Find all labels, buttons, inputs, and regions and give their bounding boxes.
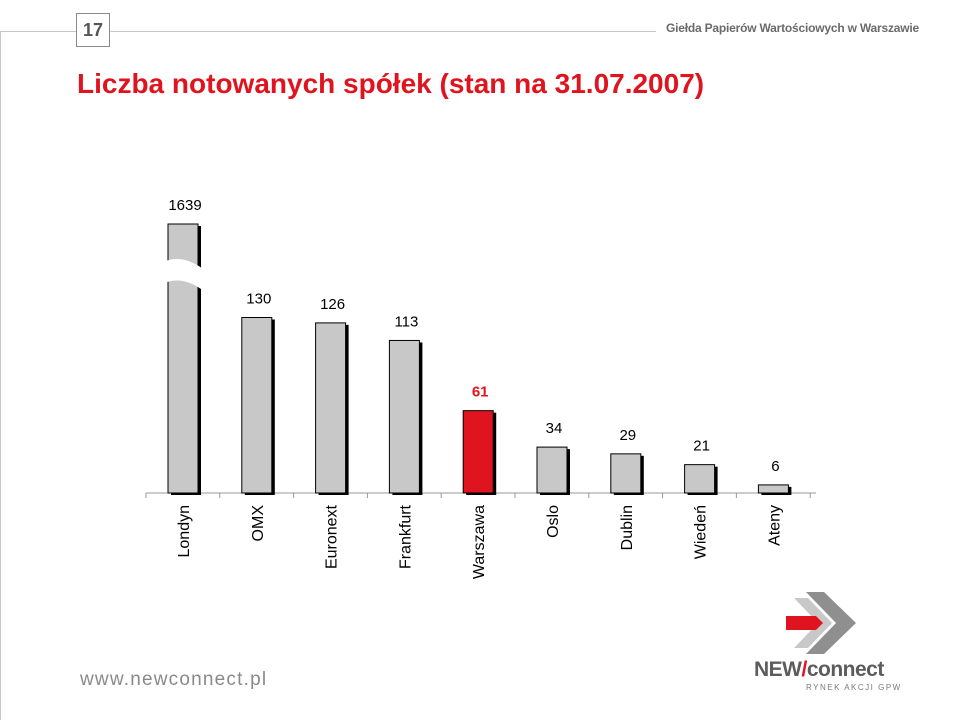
page-title: Liczba notowanych spółek (stan na 31.07.… (77, 68, 705, 99)
bar-group-6: 29 Dublin (610, 427, 644, 550)
slide-number: 17 (76, 13, 110, 47)
bar-group-4: 61 Warszawa (462, 384, 497, 579)
category-label: Oslo (545, 505, 562, 538)
data-label: 113 (394, 313, 418, 330)
bar-group-5: 34 Oslo (536, 420, 570, 538)
header-brand: Giełda Papierów Wartościowych w Warszawi… (666, 21, 919, 35)
top-rule (0, 31, 76, 32)
bar (536, 446, 568, 494)
data-label: 29 (619, 427, 636, 444)
logo-subtitle: RYNEK AKCJI GPW (806, 683, 902, 692)
axis-break-mark (164, 258, 204, 292)
footer-url[interactable]: www.newconnect.pl (80, 669, 268, 690)
category-label: Ateny (766, 505, 783, 546)
data-label: 130 (246, 291, 271, 308)
newconnect-logo-icon (786, 592, 856, 654)
bar (462, 410, 494, 494)
category-label: Euronext (324, 504, 341, 569)
data-label: 126 (320, 296, 345, 313)
left-rule (0, 31, 1, 720)
category-label: OMX (250, 505, 267, 542)
bar-group-3: 113 Frankfurt (388, 313, 423, 569)
data-label: 6 (771, 458, 779, 475)
newconnect-logo-text: NEW/connect (754, 658, 884, 682)
bar (610, 453, 642, 494)
bar-group-1: 130 OMX (241, 291, 275, 542)
bar (684, 464, 716, 494)
category-label: Londyn (176, 505, 193, 558)
data-label: 61 (472, 384, 489, 401)
bar-group-8: 6 Ateny (757, 458, 792, 546)
logo-text-connect: connect (806, 658, 885, 681)
category-label: Warszawa (471, 505, 488, 579)
data-label: 1639 (168, 197, 201, 214)
logo-text-slash: / (801, 658, 808, 681)
category-label: Wiedeń (693, 505, 710, 559)
bar (315, 322, 347, 494)
bar (757, 484, 789, 494)
data-label: 21 (693, 438, 710, 455)
category-label: Frankfurt (397, 504, 414, 569)
category-label: Dublin (619, 505, 636, 550)
logo-text-new: NEW (754, 658, 802, 681)
bar (388, 339, 420, 494)
data-label: 34 (546, 420, 563, 437)
top-rule-right (108, 31, 656, 32)
bar-group-7: 21 Wiedeń (684, 438, 718, 559)
bar (241, 317, 273, 494)
bar-group-2: 126 Euronext (315, 296, 349, 569)
bar-group-0: 1639 Londyn (164, 197, 204, 558)
